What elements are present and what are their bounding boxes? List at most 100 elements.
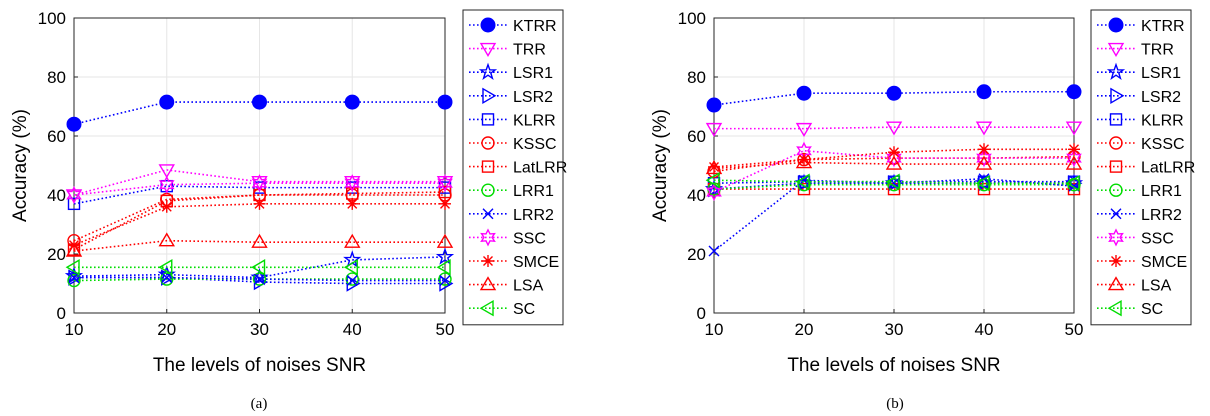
data-point-lrr2 (439, 275, 451, 287)
data-point-latlrr (438, 185, 452, 199)
y-tick-label: 60 (47, 127, 66, 146)
legend-frame (462, 9, 564, 326)
series-line-trr (714, 126, 1074, 130)
legend-label: LSR1 (1141, 65, 1181, 82)
data-point-lsa (1065, 155, 1083, 170)
data-point-smce (978, 143, 990, 156)
data-point-ktrr (344, 94, 360, 110)
legend-label: LSA (513, 278, 544, 295)
legend-label: LatLRR (513, 160, 567, 177)
legend-marker (1109, 113, 1123, 126)
data-point-lsa (65, 242, 83, 257)
series-line-lsa (713, 161, 1074, 170)
data-point-ssc (886, 149, 902, 168)
y-tick-label: 100 (678, 9, 706, 28)
legend-label: TRR (513, 42, 546, 59)
legend-marker (1109, 183, 1123, 197)
data-point-lrr1 (887, 177, 901, 192)
legend-marker (481, 136, 495, 150)
legend-marker (1108, 228, 1124, 247)
data-point-smce (253, 197, 266, 210)
series-group (704, 84, 1084, 257)
legend-marker (479, 276, 497, 291)
data-point-ktrr (886, 85, 902, 101)
data-point-ssc (158, 175, 175, 194)
data-point-ktrr (1066, 84, 1082, 100)
x-tick-label: 30 (250, 320, 269, 339)
chart-panel-b: 0 20 40 60 80 100 10 20 30 40 50 The levels of nois… (650, 9, 1195, 412)
series-line-lrr1 (713, 183, 1074, 190)
data-point-lrr1 (67, 273, 81, 288)
data-point-ssc (251, 174, 268, 193)
data-point-ssc (976, 149, 992, 168)
legend-label: SSC (1141, 230, 1174, 247)
legend-marker (1107, 42, 1125, 57)
data-point-sc (795, 173, 810, 190)
x-axis-label: The levels of noises SNR (153, 355, 366, 376)
legend-label: TRR (1141, 42, 1174, 59)
legend-marker (482, 208, 494, 220)
data-point-lrr2 (68, 272, 80, 284)
series-group (64, 94, 455, 292)
legend-label: LRR2 (1141, 207, 1182, 224)
legend-marker (481, 160, 495, 173)
data-point-ssc (706, 182, 722, 202)
y-tick-label: 20 (687, 245, 706, 264)
legend-label: SMCE (513, 254, 559, 271)
data-point-sc (158, 259, 173, 276)
x-tick-label: 20 (157, 320, 176, 339)
data-point-ssc (437, 174, 453, 193)
data-point-ssc (344, 174, 361, 193)
legend-label: KSSC (513, 136, 557, 153)
y-tick-label: 80 (687, 68, 706, 87)
legend-label: KLRR (1141, 112, 1184, 129)
data-point-sc (975, 174, 990, 192)
y-tick-label: 100 (38, 9, 66, 28)
legend-marker (479, 299, 494, 317)
legend: KTRR TRR LSR1 LSR2 KLRR KSSC LatLRR LRR1 LRR2 SSC… (462, 9, 567, 326)
data-point-lrr2 (346, 275, 358, 287)
legend-label: LRR1 (1141, 183, 1182, 200)
legend-label: KTRR (513, 18, 557, 35)
legend-label: LatLRR (1141, 160, 1195, 177)
x-tick-label: 30 (885, 320, 904, 339)
series-line-sc (713, 179, 1074, 184)
legend-label: LSR2 (1141, 89, 1181, 106)
data-point-lrr1 (438, 272, 452, 286)
y-tick-label: 0 (697, 304, 706, 323)
legend-marker (1108, 17, 1124, 33)
legend-marker (1109, 160, 1123, 173)
data-point-trr (795, 122, 813, 138)
legend-label: SSC (513, 230, 546, 247)
x-tick-label: 10 (705, 320, 724, 339)
data-point-lsa (705, 160, 723, 175)
data-point-trr (885, 121, 903, 136)
panel-caption: (a) (251, 396, 268, 412)
legend-frame (1090, 9, 1192, 326)
data-point-lsr2 (161, 269, 176, 286)
data-point-lsa (251, 233, 268, 248)
data-point-lrr1 (345, 272, 359, 286)
data-point-lsa (436, 233, 454, 248)
data-point-sc (65, 259, 80, 276)
data-point-trr (65, 189, 83, 204)
legend-label: LRR2 (513, 207, 554, 224)
series-line-lsr2 (74, 276, 445, 285)
data-point-klrr (67, 197, 81, 211)
data-point-smce (798, 153, 810, 166)
data-point-lsa (795, 154, 813, 169)
data-point-smce (1068, 143, 1080, 156)
data-point-ktrr (706, 97, 722, 113)
y-tick-label: 80 (47, 68, 66, 87)
data-point-ssc (1066, 149, 1082, 168)
y-tick-label: 40 (687, 186, 706, 205)
legend-label: KSSC (1141, 136, 1185, 153)
y-axis-label: Accuracy (%) (10, 109, 31, 222)
y-axis-label: Accuracy (%) (650, 109, 671, 222)
legend-marker (482, 87, 497, 105)
data-point-lsr1 (435, 247, 455, 265)
data-point-ktrr (437, 94, 453, 110)
data-point-lsa (344, 233, 361, 248)
legend-label: LSA (1141, 278, 1172, 295)
